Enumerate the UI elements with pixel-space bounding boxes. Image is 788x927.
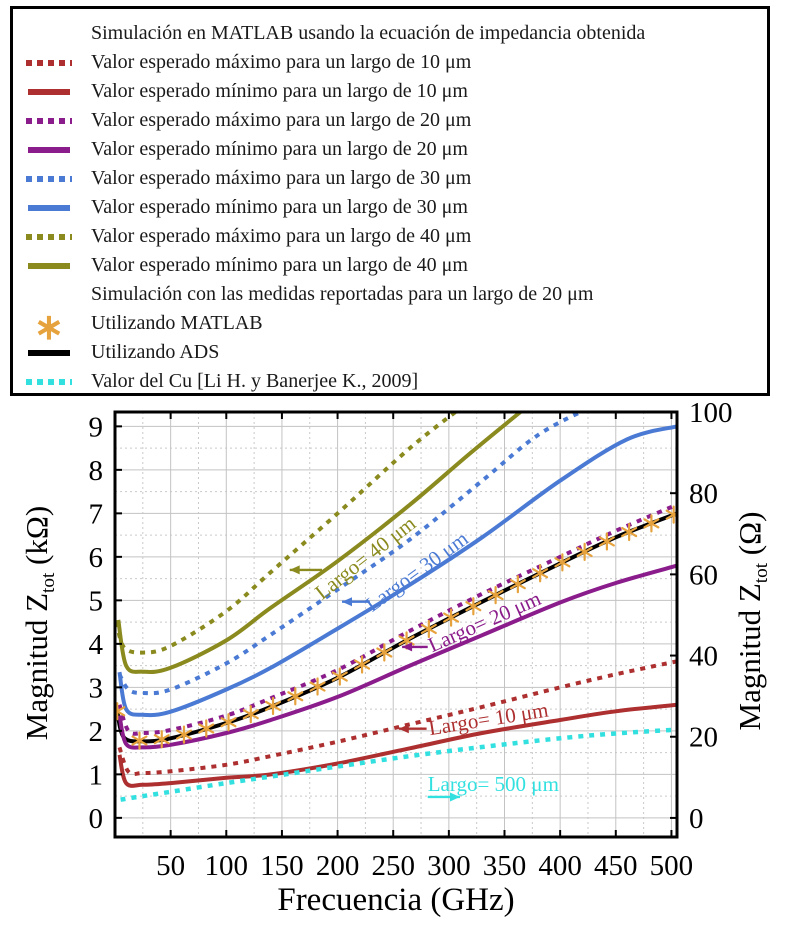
series-group: [115, 412, 677, 802]
max-30um-dotted-line-swatch: [26, 175, 72, 182]
series-min-20um: [117, 563, 677, 750]
series-min-30um: [117, 424, 677, 718]
y-axis-title-left-text: Magnitud Z: [19, 592, 54, 741]
legend-label: Valor esperado mínimo para un largo de 4…: [91, 254, 468, 276]
legend-label: Valor esperado mínimo para un largo de 2…: [91, 138, 468, 160]
legend-entry-min-10um: Valor esperado mínimo para un largo de 1…: [13, 77, 767, 106]
legend-spacer: [13, 280, 85, 309]
y-tick-label-left: 0: [89, 803, 104, 835]
y-tick-label-right: 100: [689, 397, 733, 429]
tick-labels: 50 100 150 200 250 300 350 400 450 500 0 1 2 3 4 5 6 7 8 9 0…: [89, 397, 733, 882]
legend-entry-cu: Valor del Cu [Li H. y Banerjee K., 2009]: [13, 367, 767, 396]
y-tick-label-left: 8: [89, 455, 104, 487]
annotation-arrowhead: [289, 565, 300, 575]
legend-header-measured: Simulación con las medidas reportadas pa…: [13, 280, 767, 309]
legend-entry-max-30um: Valor esperado máximo para un largo de 3…: [13, 164, 767, 193]
x-tick-label: 50: [156, 850, 185, 882]
legend-spacer: [13, 19, 85, 48]
x-tick-label: 200: [316, 850, 360, 882]
y-tick-label-left: 1: [89, 759, 104, 791]
series-min-40um: [116, 412, 524, 675]
legend-entry-min-20um: Valor esperado mínimo para un largo de 2…: [13, 135, 767, 164]
min-10um-solid-line-swatch: [28, 88, 70, 95]
y-tick-label-right: 20: [689, 722, 718, 754]
legend-entry-ads: Utilizando ADS: [13, 338, 767, 367]
series-max-40um: [115, 412, 459, 655]
legend-label: Valor esperado máximo para un largo de 4…: [91, 225, 472, 247]
legend-label: Simulación en MATLAB usando la ecuación …: [91, 22, 646, 44]
y-tick-label-left: 6: [89, 542, 104, 574]
legend-entry-matlab-asterisk: ∗ Utilizando MATLAB: [33, 306, 263, 347]
max-20um-dotted-line-swatch: [26, 117, 72, 124]
y-tick-label-left: 2: [89, 716, 104, 748]
min-30um-solid-line-swatch: [28, 204, 70, 211]
annotation-arrowhead: [450, 792, 460, 802]
y-axis-title-right-text: Magnitud Z: [732, 583, 767, 731]
x-tick-label: 150: [260, 850, 304, 882]
x-tick-label: 400: [538, 850, 582, 882]
legend-box: Simulación en MATLAB usando la ecuación …: [10, 6, 770, 396]
legend-label: Valor del Cu [Li H. y Banerjee K., 2009]: [91, 370, 419, 392]
matlab-asterisk-markers: [115, 505, 677, 750]
min-20um-solid-line-swatch: [28, 146, 70, 153]
annotation-arrowhead: [342, 597, 352, 607]
annotation-largo-20um: Largo= 20 μm: [402, 586, 544, 657]
x-tick-label: 300: [427, 850, 471, 882]
tick-marks: [115, 411, 677, 837]
legend-entry-min-30um: Valor esperado mínimo para un largo de 3…: [13, 193, 767, 222]
legend-entry-max-20um: Valor esperado máximo para un largo de 2…: [13, 106, 767, 135]
y-tick-label-left: 5: [89, 585, 104, 617]
legend-label: Valor esperado máximo para un largo de 1…: [91, 51, 472, 73]
y-tick-label-left: 7: [89, 498, 104, 530]
series-max-30um: [117, 412, 586, 696]
x-tick-label: 500: [650, 850, 694, 882]
max-40um-dotted-line-swatch: [26, 233, 72, 240]
legend-label: Utilizando MATLAB: [91, 312, 263, 334]
annotation-arrowhead: [398, 724, 409, 734]
legend-label: Valor esperado máximo para un largo de 3…: [91, 167, 472, 189]
series-max-10um: [117, 659, 677, 777]
legend-label: Valor esperado mínimo para un largo de 1…: [91, 80, 468, 102]
legend-header-matlab: Simulación en MATLAB usando la ecuación …: [13, 19, 767, 48]
legend-label: Valor esperado máximo para un largo de 2…: [91, 109, 472, 131]
y-tick-label-right: 80: [689, 478, 718, 510]
min-40um-solid-line-swatch: [28, 262, 70, 269]
annotation-arrowhead: [402, 642, 413, 652]
legend-entry-min-40um: Valor esperado mínimo para un largo de 4…: [13, 251, 767, 280]
x-tick-label: 450: [594, 850, 638, 882]
y-tick-label-right: 0: [689, 803, 704, 835]
ads-solid-line-swatch: [28, 349, 70, 356]
legend-label: Valor esperado mínimo para un largo de 3…: [91, 196, 468, 218]
x-tick-label: 250: [371, 850, 415, 882]
y-tick-label-right: 40: [689, 641, 718, 673]
max-10um-dotted-line-swatch: [26, 59, 72, 66]
x-tick-label: 350: [483, 850, 527, 882]
x-axis-title: Frecuencia (GHz): [277, 882, 515, 918]
legend-entry-max-10um: Valor esperado máximo para un largo de 1…: [13, 48, 767, 77]
y-axis-title-right: Magnitud Ztot (Ω): [732, 511, 773, 731]
legend-entry-max-40um: Valor esperado máximo para un largo de 4…: [13, 222, 767, 251]
cu-dotted-line-swatch: [26, 378, 72, 385]
y-tick-label-left: 3: [89, 672, 104, 704]
annotation-largo-500um: Largo= 500 μm: [427, 772, 559, 802]
legend-label: Utilizando ADS: [91, 341, 220, 363]
plot-frame: [113, 410, 679, 839]
y-tick-label-right: 60: [689, 559, 718, 591]
annotation-text: Largo= 500 μm: [428, 772, 559, 796]
grid: [115, 412, 677, 837]
x-tick-label: 100: [205, 850, 249, 882]
series-min-10um: [117, 702, 677, 788]
y-tick-label-left: 4: [89, 629, 104, 661]
legend-label: Simulación con las medidas reportadas pa…: [91, 283, 594, 305]
y-axis-title-left: Magnitud Ztot (kΩ): [19, 505, 60, 741]
y-tick-label-left: 9: [89, 411, 104, 443]
